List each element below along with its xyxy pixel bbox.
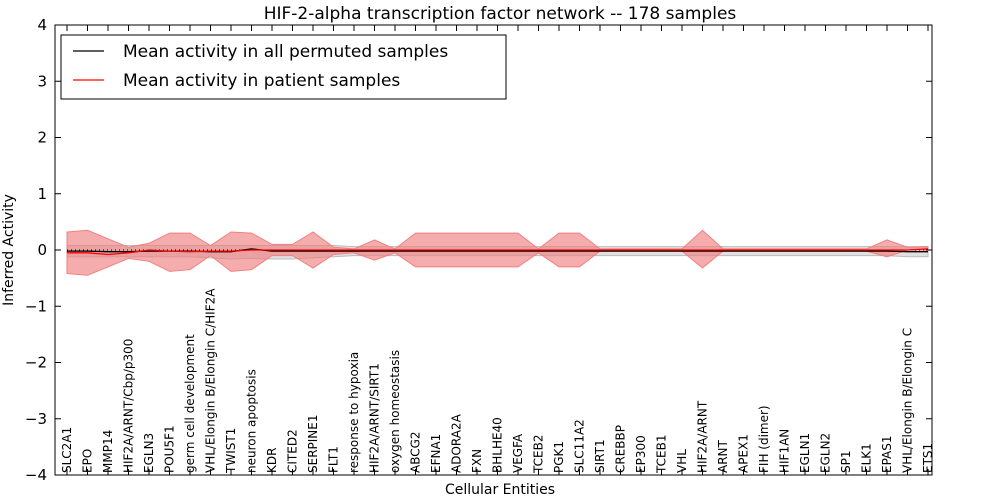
x-tick-label: ETS1 [921,443,935,473]
x-tick-label: oxygen homeostasis [388,350,402,473]
x-tick-label: TWIST1 [224,428,238,474]
x-tick-label: SLC2A1 [60,427,74,473]
x-tick-label: HIF2A/ARNT [696,400,710,473]
series-line-patient [67,248,929,256]
y-tick-label: 2 [37,129,47,147]
y-tick-label: 1 [37,185,47,203]
x-tick-label: germ cell development [183,334,197,473]
x-tick-label: EPO [81,449,95,473]
x-tick-label: VEGFA [511,433,525,473]
x-tick-label: SLC11A2 [573,419,587,473]
x-tick-label: FXN [470,449,484,473]
x-tick-label: HIF1AN [778,429,792,473]
x-tick-label: ABCG2 [409,431,423,473]
x-tick-label: ADORA2A [450,413,464,473]
y-tick-label: 4 [37,16,47,34]
legend-box [60,34,507,100]
x-tick-label: SP1 [839,451,853,474]
x-tick-label: KDR [265,448,279,473]
x-tick-label: POU5F1 [163,425,177,473]
x-tick-label: SERPINE1 [306,414,320,473]
x-tick-label: FIH (dimer) [757,405,771,473]
legend: Mean activity in all permuted samples Me… [60,34,507,100]
x-tick-label: HIF2A/ARNT/Cbp/p300 [122,339,136,473]
y-axis-ticks: 4 3 2 1 0 −1 −2 −3 −4 [25,16,932,484]
x-tick-label: EFNA1 [429,434,443,473]
y-tick-label: −3 [25,410,47,428]
x-tick-label: APEX1 [737,434,751,473]
x-tick-label: ARNT [716,439,730,473]
x-tick-label: ELK1 [860,443,874,473]
x-tick-label: HIF2A/ARNT/SIRT1 [368,363,382,473]
x-axis-label: Cellular Entities [445,482,555,498]
x-tick-label: TCEB1 [655,435,669,474]
y-tick-label: −2 [25,354,47,372]
x-axis-ticks: SLC2A1 EPO MMP14 HIF2A/ARNT/Cbp/p300 EGLN3 PO… [60,25,935,475]
y-axis-label: Inferred Activity [1,194,17,306]
x-tick-label: VHL [675,449,689,473]
x-tick-label: PGK1 [552,441,566,473]
plot-area [66,229,929,276]
x-tick-label: response to hypoxia [347,352,361,473]
legend-label-patient: Mean activity in patient samples [123,71,400,91]
x-tick-label: EP300 [634,435,648,473]
x-tick-label: neuron apoptosis [245,369,259,473]
legend-label-permuted: Mean activity in all permuted samples [123,42,448,62]
x-tick-label: MMP14 [101,430,115,473]
x-tick-label: FLT1 [327,446,341,473]
y-tick-label: −1 [25,297,47,315]
x-tick-label: SIRT1 [593,439,607,473]
x-tick-label: EPAS1 [880,435,894,473]
x-tick-label: EGLN2 [819,433,833,473]
x-tick-label: TCEB2 [532,435,546,474]
x-tick-label: EGLN3 [142,433,156,473]
chart-title: HIF-2-alpha transcription factor network… [264,4,737,24]
y-tick-label: 3 [37,72,47,90]
x-tick-label: CREBBP [614,425,628,473]
x-tick-label: CITED2 [286,429,300,473]
x-tick-label: EGLN1 [798,433,812,473]
x-tick-label: VHL/Elongin B/Elongin C/HIF2A [204,288,218,473]
x-tick-label: BHLHE40 [491,417,505,473]
y-tick-label: 0 [37,241,47,259]
y-tick-label: −4 [25,466,47,484]
x-tick-label: VHL/Elongin B/Elongin C [901,328,915,473]
